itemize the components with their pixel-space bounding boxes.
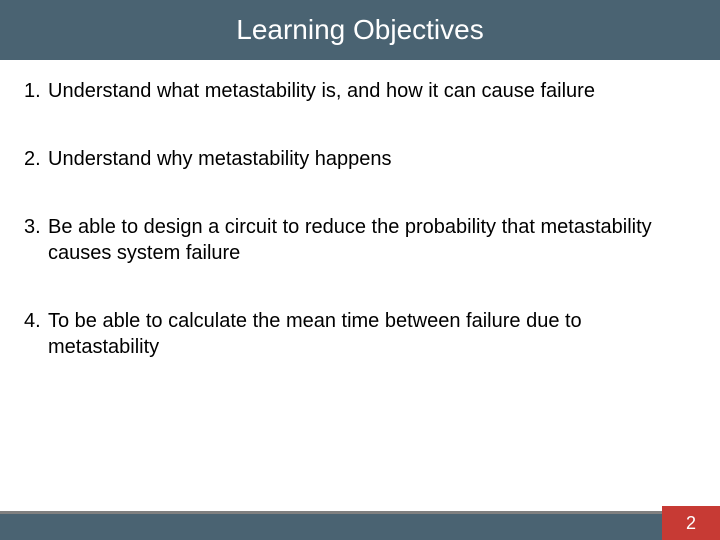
objective-number: 2. [24,146,48,172]
objective-item: 4. To be able to calculate the mean time… [24,308,696,360]
objective-number: 1. [24,78,48,104]
objective-number: 4. [24,308,48,360]
page-number: 2 [686,513,696,534]
objective-item: 2. Understand why metastability happens [24,146,696,172]
page-number-badge: 2 [662,506,720,540]
objective-text: Be able to design a circuit to reduce th… [48,214,696,266]
slide-content: 1. Understand what metastability is, and… [0,60,720,360]
footer-bar [0,514,720,540]
slide-header: Learning Objectives [0,0,720,60]
objective-text: To be able to calculate the mean time be… [48,308,696,360]
objective-number: 3. [24,214,48,266]
objective-text: Understand why metastability happens [48,146,696,172]
objective-item: 1. Understand what metastability is, and… [24,78,696,104]
objective-text: Understand what metastability is, and ho… [48,78,696,104]
objective-item: 3. Be able to design a circuit to reduce… [24,214,696,266]
slide-footer: 2 [0,506,720,540]
slide-title: Learning Objectives [236,14,483,46]
